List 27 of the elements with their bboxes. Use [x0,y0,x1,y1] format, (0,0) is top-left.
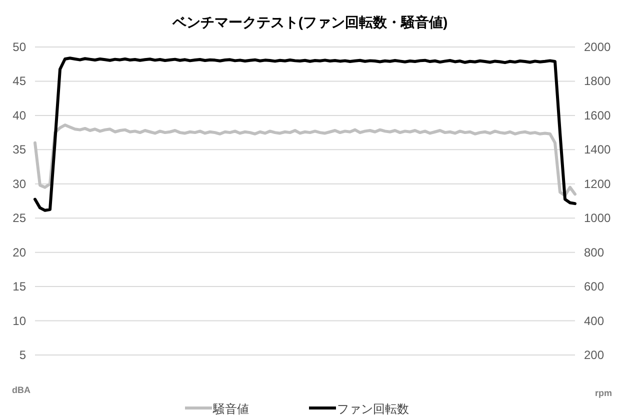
y2-tick-label: 200 [584,348,604,362]
y-tick-label: 15 [12,280,26,294]
y-tick-label: 30 [12,176,26,191]
chart-title: ベンチマークテスト(ファン回転数・騒音値) [171,14,448,30]
y-tick-label: 10 [12,314,26,328]
y-tick-label: 50 [12,40,26,54]
y2-tick-label: 1200 [584,176,612,191]
y2-tick-label: 1600 [584,108,612,122]
y2-tick-label: 2000 [584,40,612,54]
y2-tick-label: 600 [584,280,604,294]
y-tick-label: 5 [19,348,26,362]
y-tick-label: 35 [12,142,26,157]
y-axis-title: dBA [12,385,31,395]
y-tick-label: 45 [12,74,26,88]
legend-label: ファン回転数 [337,402,409,416]
y2-tick-label: 400 [584,314,604,328]
y-tick-label: 40 [12,108,26,122]
line-series [34,124,576,198]
y2-tick-label: 1400 [584,142,612,157]
y-tick-label: 20 [12,245,26,260]
y2-tick-label: 800 [584,245,604,260]
y2-axis-title: rpm [594,388,612,398]
y2-tick-label: 1800 [584,74,612,88]
line-series [34,56,576,212]
y-tick-label: 25 [12,211,26,226]
legend-label: 騒音値 [212,402,249,416]
y2-tick-label: 1000 [584,211,612,226]
